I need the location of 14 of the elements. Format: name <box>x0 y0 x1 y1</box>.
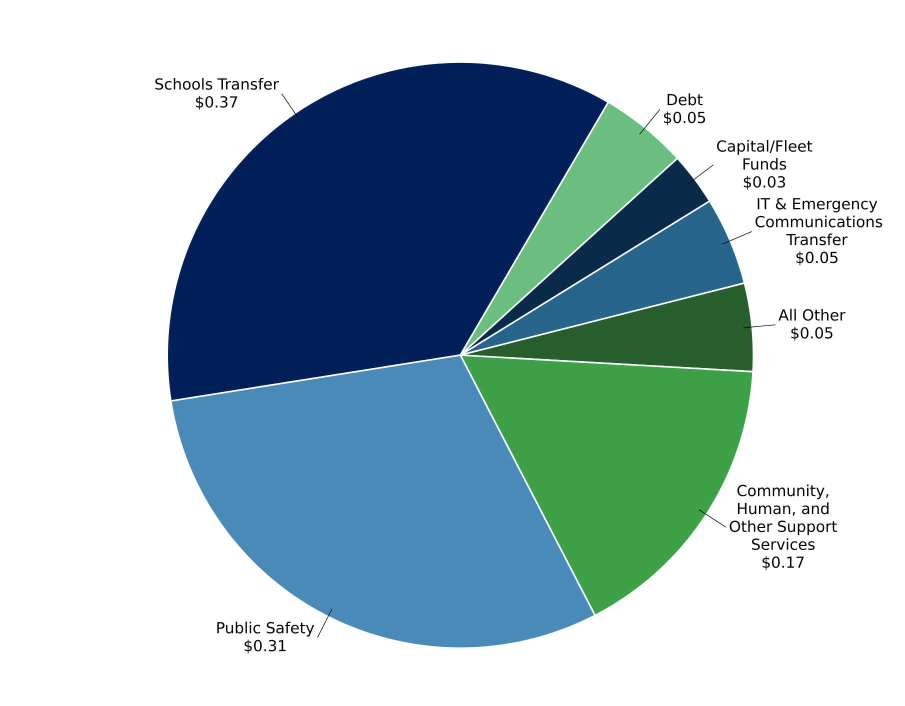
slice-label: Debt <box>668 93 703 106</box>
data-label: $0.37 <box>196 96 238 110</box>
data-label: $0.03 <box>744 176 786 190</box>
data-label: $0.31 <box>244 640 286 654</box>
data-label: $0.05 <box>791 326 832 341</box>
data-label: $0.05 <box>796 251 838 266</box>
data-label: $0.05 <box>664 111 706 126</box>
slice-label: Schools Transfer <box>155 78 279 90</box>
slice-label: Community, Human, and Other Support Services <box>730 484 838 550</box>
slice-label: Public Safety <box>217 622 314 636</box>
slice-label: IT & Emergency Communications Transfer <box>756 198 882 246</box>
data-label: $0.17 <box>762 556 804 570</box>
slice-label: All Other <box>778 308 846 321</box>
slice-label: Capital/Fleet Funds <box>717 140 812 170</box>
